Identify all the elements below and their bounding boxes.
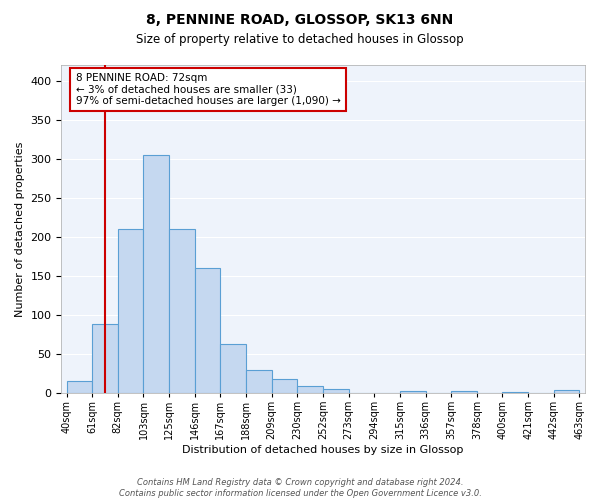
Bar	[451, 390, 477, 393]
Text: Contains HM Land Registry data © Crown copyright and database right 2024.
Contai: Contains HM Land Registry data © Crown c…	[119, 478, 481, 498]
Y-axis label: Number of detached properties: Number of detached properties	[15, 142, 25, 316]
Text: Size of property relative to detached houses in Glossop: Size of property relative to detached ho…	[136, 32, 464, 46]
Text: 8 PENNINE ROAD: 72sqm
← 3% of detached houses are smaller (33)
97% of semi-detac: 8 PENNINE ROAD: 72sqm ← 3% of detached h…	[76, 73, 340, 106]
Bar	[272, 379, 298, 393]
Bar	[298, 386, 323, 393]
Bar	[118, 229, 143, 393]
Bar	[502, 392, 528, 393]
Bar	[92, 324, 118, 393]
Bar	[143, 155, 169, 393]
Bar	[246, 370, 272, 393]
Bar	[67, 382, 92, 393]
Bar	[169, 229, 195, 393]
Bar	[400, 392, 425, 393]
X-axis label: Distribution of detached houses by size in Glossop: Distribution of detached houses by size …	[182, 445, 464, 455]
Bar	[220, 344, 246, 393]
Bar	[323, 389, 349, 393]
Bar	[554, 390, 580, 393]
Bar	[195, 268, 220, 393]
Text: 8, PENNINE ROAD, GLOSSOP, SK13 6NN: 8, PENNINE ROAD, GLOSSOP, SK13 6NN	[146, 12, 454, 26]
